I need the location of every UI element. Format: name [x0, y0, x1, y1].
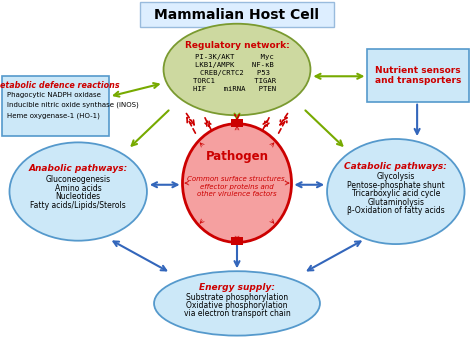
Ellipse shape	[182, 124, 292, 242]
Text: LKB1/AMPK    NF-κB: LKB1/AMPK NF-κB	[195, 62, 274, 68]
FancyArrowPatch shape	[279, 118, 287, 133]
Text: Common surface structures,
effector proteins and
other virulence factors: Common surface structures, effector prot…	[187, 176, 287, 197]
FancyArrowPatch shape	[270, 219, 274, 223]
FancyArrowPatch shape	[415, 104, 419, 134]
Text: Tricarboxylic acid cycle: Tricarboxylic acid cycle	[352, 189, 440, 198]
FancyArrowPatch shape	[297, 182, 322, 187]
FancyArrowPatch shape	[187, 118, 195, 133]
Text: β-Oxidation of fatty acids: β-Oxidation of fatty acids	[347, 206, 445, 215]
FancyArrowPatch shape	[186, 114, 194, 125]
FancyArrowPatch shape	[308, 241, 361, 271]
Text: Catabolic pathways:: Catabolic pathways:	[344, 162, 447, 171]
FancyArrowPatch shape	[235, 115, 239, 119]
FancyBboxPatch shape	[140, 2, 334, 27]
Text: Inducible nitric oxide synthase (iNOS): Inducible nitric oxide synthase (iNOS)	[7, 102, 139, 108]
FancyBboxPatch shape	[2, 76, 109, 136]
FancyArrowPatch shape	[132, 111, 169, 146]
FancyArrowPatch shape	[235, 122, 239, 126]
Text: Substrate phosphorylation: Substrate phosphorylation	[186, 293, 288, 302]
Text: Pathogen: Pathogen	[206, 150, 268, 163]
Text: Anabolic pathways:: Anabolic pathways:	[28, 164, 128, 173]
FancyArrowPatch shape	[285, 181, 289, 185]
Text: Fatty acids/Lipids/Sterols: Fatty acids/Lipids/Sterols	[30, 201, 126, 210]
FancyArrowPatch shape	[265, 118, 269, 126]
FancyArrowPatch shape	[114, 83, 159, 97]
Text: Gluconeogenesis: Gluconeogenesis	[46, 175, 111, 184]
Text: Amino acids: Amino acids	[55, 184, 101, 193]
FancyArrowPatch shape	[207, 121, 211, 130]
Text: Regulatory network:: Regulatory network:	[185, 41, 289, 49]
Text: Glycolysis: Glycolysis	[377, 172, 415, 181]
FancyArrowPatch shape	[113, 241, 166, 271]
Ellipse shape	[164, 24, 310, 115]
Text: Pentose-phosphate shunt: Pentose-phosphate shunt	[347, 181, 445, 190]
Text: Nucleotides: Nucleotides	[55, 192, 101, 201]
Text: HIF    miRNA   PTEN: HIF miRNA PTEN	[193, 86, 276, 92]
FancyArrowPatch shape	[280, 114, 288, 125]
FancyArrowPatch shape	[152, 182, 177, 187]
Text: Metabolic defence reactions: Metabolic defence reactions	[0, 81, 119, 90]
FancyArrowPatch shape	[185, 181, 189, 185]
Text: Glutaminolysis: Glutaminolysis	[367, 198, 424, 206]
Text: Heme oxygenase-1 (HO-1): Heme oxygenase-1 (HO-1)	[7, 112, 100, 119]
FancyArrowPatch shape	[263, 121, 267, 130]
FancyArrowPatch shape	[205, 118, 209, 126]
Text: Phagocytic NADPH oxidase: Phagocytic NADPH oxidase	[7, 92, 101, 98]
FancyArrowPatch shape	[235, 245, 239, 266]
Text: Energy supply:: Energy supply:	[199, 283, 275, 292]
FancyArrowPatch shape	[200, 219, 204, 223]
Text: TORC1         TIGAR: TORC1 TIGAR	[193, 78, 276, 84]
FancyArrowPatch shape	[235, 236, 239, 240]
Ellipse shape	[9, 142, 147, 241]
FancyBboxPatch shape	[231, 119, 243, 127]
FancyArrowPatch shape	[200, 143, 204, 147]
FancyArrowPatch shape	[235, 126, 239, 130]
FancyArrowPatch shape	[235, 114, 239, 119]
Text: Nutrient sensors
and transporters: Nutrient sensors and transporters	[375, 66, 462, 85]
Ellipse shape	[154, 271, 320, 336]
FancyArrowPatch shape	[270, 143, 274, 147]
Text: Oxidative phosphorylation: Oxidative phosphorylation	[186, 301, 288, 310]
FancyArrowPatch shape	[316, 74, 362, 79]
FancyArrowPatch shape	[305, 111, 342, 146]
Text: Mammalian Host Cell: Mammalian Host Cell	[155, 7, 319, 22]
Ellipse shape	[327, 139, 465, 244]
Text: PI-3K/AKT      Myc: PI-3K/AKT Myc	[195, 54, 274, 60]
FancyBboxPatch shape	[367, 49, 469, 102]
FancyBboxPatch shape	[231, 237, 243, 245]
Text: via electron transport chain: via electron transport chain	[183, 309, 291, 318]
Text: CREB/CRTC2   P53: CREB/CRTC2 P53	[200, 70, 270, 76]
